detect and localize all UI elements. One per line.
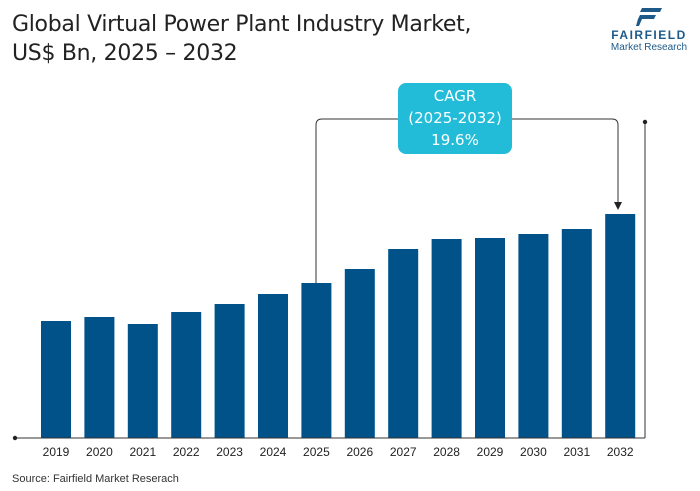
logo-mark-icon — [636, 8, 662, 26]
x-tick-label: 2027 — [390, 445, 417, 459]
bar-2030 — [518, 234, 549, 438]
bar-2029 — [475, 238, 505, 438]
bar-2024 — [258, 294, 288, 438]
x-tick-label: 2019 — [43, 445, 70, 459]
cagr-label: CAGR — [433, 87, 477, 105]
x-tick-label: 2029 — [477, 445, 504, 459]
cagr-connector — [315, 118, 619, 283]
x-tick-label: 2023 — [216, 445, 243, 459]
logo-brand: FAIRFIELD — [611, 28, 687, 42]
bar-2027 — [388, 249, 419, 438]
right-axis-dot — [642, 119, 648, 125]
cagr-box: CAGR (2025-2032) 19.6% — [398, 83, 512, 154]
x-tick-label: 2021 — [129, 445, 156, 459]
arrow-head-icon — [614, 202, 622, 210]
bar-2032 — [605, 214, 636, 438]
bar-2025 — [301, 283, 332, 438]
cagr-period: (2025-2032) — [408, 109, 502, 127]
x-axis-dot — [12, 435, 18, 441]
bar-2019 — [41, 321, 71, 438]
x-tick-label: 2032 — [607, 445, 634, 459]
bar-2026 — [344, 269, 375, 438]
bar-2028 — [431, 239, 462, 438]
x-tick-label: 2025 — [303, 445, 330, 459]
x-tick-label: 2030 — [520, 445, 547, 459]
chart-title: Global Virtual Power Plant Industry Mark… — [12, 10, 471, 68]
bar-2023 — [214, 304, 245, 438]
x-tick-label: 2028 — [433, 445, 460, 459]
source-note: Source: Fairfield Market Reserach — [12, 473, 179, 485]
bar-2020 — [84, 317, 115, 438]
bar-2022 — [171, 312, 202, 438]
x-tick-label: 2022 — [173, 445, 200, 459]
x-tick-label: 2031 — [563, 445, 590, 459]
x-tick-label: 2024 — [260, 445, 287, 459]
x-tick-label: 2020 — [86, 445, 113, 459]
x-tick-label: 2026 — [346, 445, 373, 459]
fairfield-logo: FAIRFIELD Market Research — [604, 8, 694, 53]
title-line-2: US$ Bn, 2025 – 2032 — [12, 41, 238, 66]
logo-sub: Market Research — [610, 42, 688, 53]
title-line-1: Global Virtual Power Plant Industry Mark… — [12, 12, 472, 37]
bar-2021 — [127, 324, 158, 438]
cagr-value: 19.6% — [431, 131, 479, 149]
bar-2031 — [561, 229, 592, 438]
